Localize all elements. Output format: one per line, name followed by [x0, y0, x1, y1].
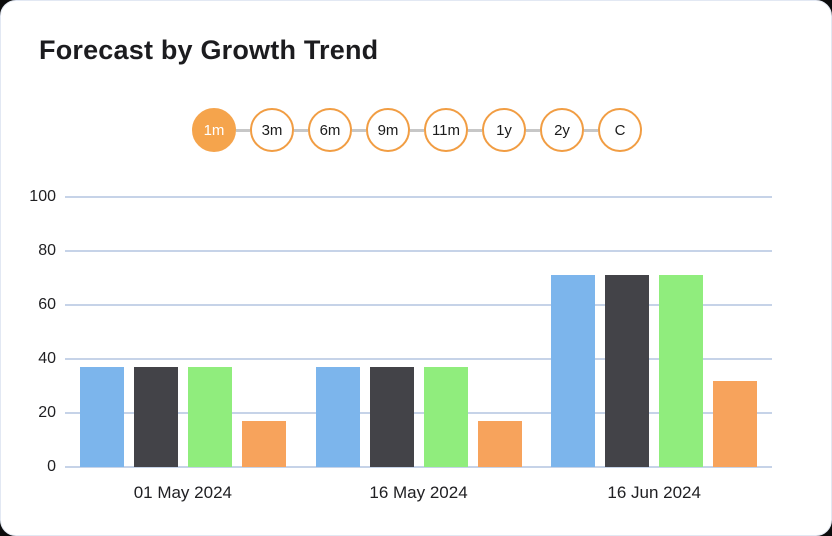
- y-tick-label-0: 0: [47, 458, 56, 475]
- plot-area: 0 20 40 60 80 100: [29, 188, 772, 475]
- y-tick-label-80: 80: [38, 242, 56, 259]
- bar-green[interactable]: [423, 367, 468, 467]
- x-axis-label-1: 01 May 2024: [133, 483, 232, 502]
- gridline-100: [65, 196, 772, 198]
- bar-groups: [65, 197, 772, 467]
- bar-blue[interactable]: [79, 367, 124, 467]
- bar-green[interactable]: [187, 367, 232, 467]
- bar-blue[interactable]: [315, 367, 360, 467]
- bar-dark-gray[interactable]: [369, 367, 414, 467]
- bar-group-1: [65, 197, 301, 467]
- range-option-c[interactable]: C: [598, 108, 642, 152]
- bar-blue[interactable]: [551, 275, 596, 467]
- range-option-2y[interactable]: 2y: [540, 108, 584, 152]
- bar-orange[interactable]: [713, 380, 758, 467]
- range-option-6m[interactable]: 6m: [308, 108, 352, 152]
- gridline-20: [65, 412, 772, 414]
- gridline-80: [65, 250, 772, 252]
- x-axis-labels: 01 May 2024 16 May 2024 16 Jun 2024: [65, 483, 772, 503]
- selector-connector: [410, 128, 424, 132]
- selector-connector: [352, 128, 366, 132]
- chart-title: Forecast by Growth Trend: [39, 35, 379, 65]
- range-option-11m[interactable]: 11m: [424, 108, 468, 152]
- bar-dark-gray[interactable]: [133, 367, 178, 467]
- gridline-60: [65, 304, 772, 306]
- bar-orange[interactable]: [241, 421, 286, 467]
- y-tick-label-20: 20: [38, 404, 56, 421]
- gridline-40: [65, 358, 772, 360]
- y-tick-label-60: 60: [38, 296, 56, 313]
- selector-connector: [294, 128, 308, 132]
- y-tick-label-100: 100: [29, 188, 56, 205]
- selector-connector: [468, 128, 482, 132]
- range-option-1m[interactable]: 1m: [192, 108, 236, 152]
- range-option-3m[interactable]: 3m: [250, 108, 294, 152]
- range-option-1y[interactable]: 1y: [482, 108, 526, 152]
- selector-connector: [236, 128, 250, 132]
- gridline-0: [65, 466, 772, 468]
- x-axis-label-2: 16 May 2024: [369, 483, 468, 502]
- x-axis-label-3: 16 Jun 2024: [607, 483, 701, 502]
- bar-green[interactable]: [659, 275, 704, 467]
- range-option-9m[interactable]: 9m: [366, 108, 410, 152]
- y-tick-label-40: 40: [38, 350, 56, 367]
- bar-dark-gray[interactable]: [605, 275, 650, 467]
- bar-group-2: [301, 197, 537, 467]
- selector-connector: [526, 128, 540, 132]
- bar-orange[interactable]: [477, 421, 522, 467]
- selector-connector: [584, 128, 598, 132]
- bar-group-3: [536, 197, 772, 467]
- range-selector: 1m 3m 6m 9m 11m 1y 2y C: [192, 108, 642, 152]
